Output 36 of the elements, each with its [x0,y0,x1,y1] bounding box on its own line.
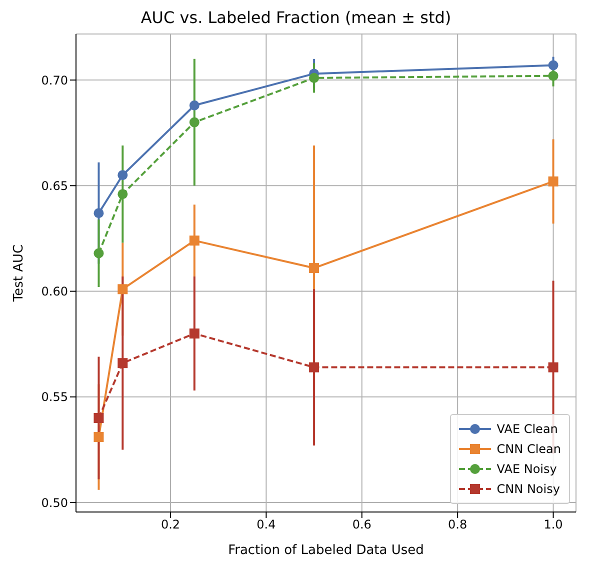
point [189,236,200,246]
legend-label: VAE Clean [496,422,558,436]
point [189,328,200,339]
legend-label: CNN Noisy [496,482,560,496]
point [94,413,104,424]
point [118,284,128,294]
legend-label: VAE Noisy [496,462,557,476]
point [548,60,558,70]
point [548,362,558,372]
y-tick-label: 0.60 [41,284,68,299]
point [309,362,320,372]
y-tick-label: 0.55 [41,390,68,404]
x-tick-label: 0.8 [448,518,468,532]
x-tick-label: 0.2 [160,518,180,532]
point [189,117,200,128]
y-tick-label: 0.50 [41,496,68,510]
y-tick-label: 0.65 [41,178,68,193]
x-axis-title: Fraction of Labeled Data Used [228,543,424,558]
point [94,432,104,442]
point [94,248,104,258]
x-tick-label: 0.6 [352,518,372,532]
legend-label: CNN Clean [496,442,561,456]
point [118,358,128,368]
point [309,72,320,83]
y-axis-title: Test AUC [12,244,27,303]
x-tick-label: 0.4 [256,518,276,532]
point [548,70,558,81]
chart-title: AUC vs. Labeled Fraction (mean ± std) [140,8,452,29]
y-tick-label: 0.70 [41,73,68,88]
point [118,170,128,180]
point [548,176,558,186]
point [118,189,128,200]
point [94,208,104,218]
point [189,100,200,110]
point [309,263,320,274]
x-tick-label: 1.0 [544,518,563,532]
